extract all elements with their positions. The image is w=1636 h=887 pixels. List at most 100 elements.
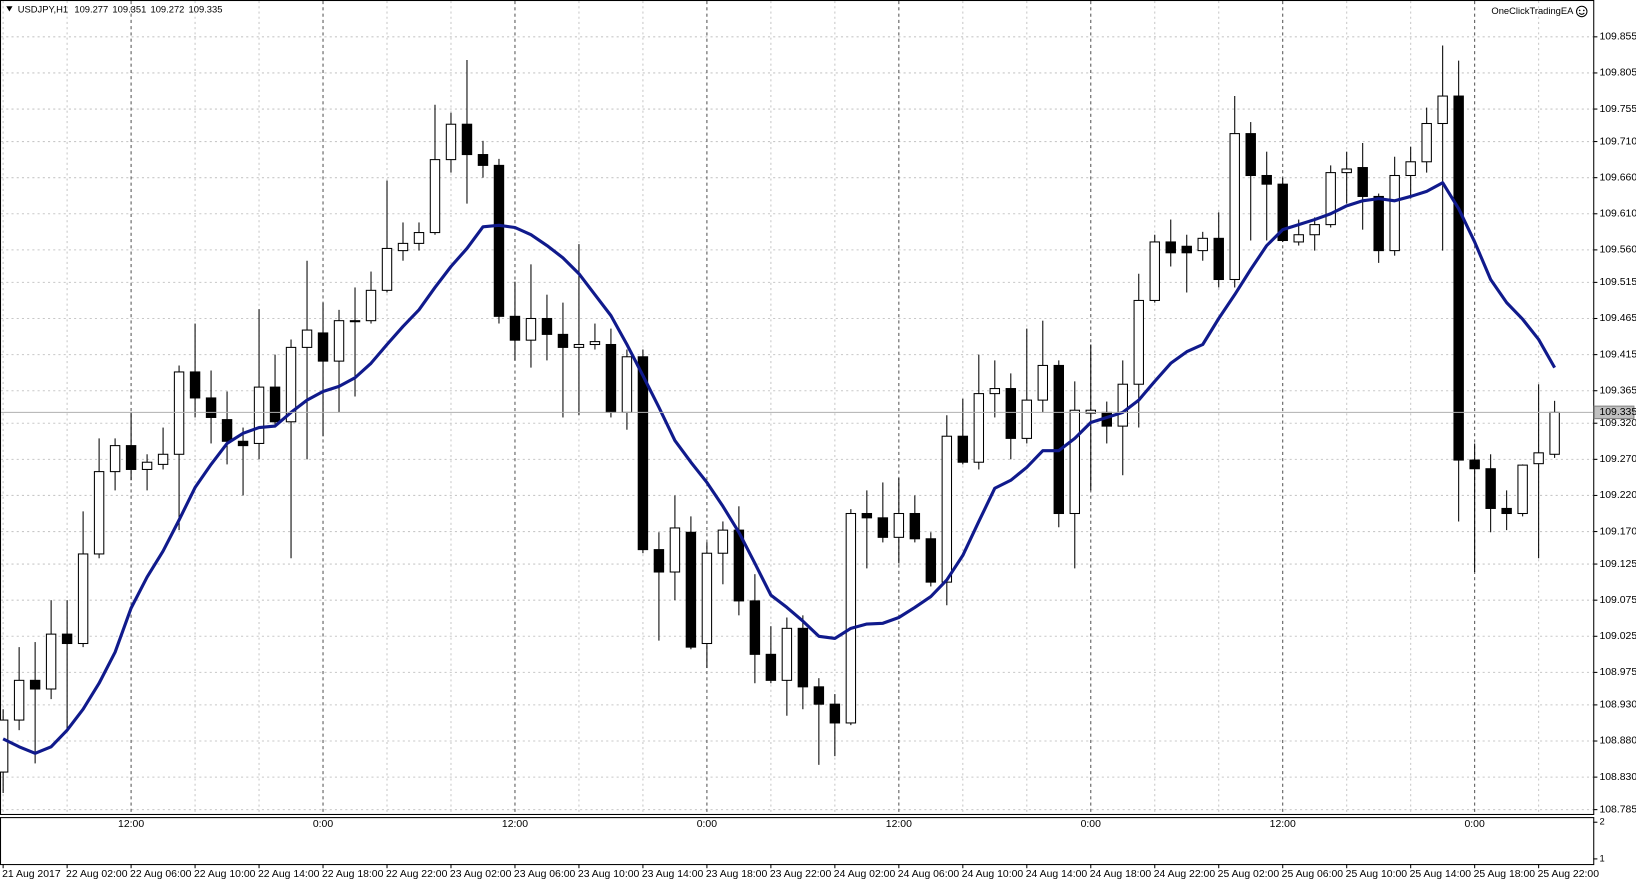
x-tick-label: 21 Aug 2017 [2, 869, 61, 880]
y-tick-label: 109.170 [1599, 526, 1636, 537]
time-label: 0:00 [697, 819, 717, 830]
symbol-title: USDJPY,H1 [18, 4, 68, 15]
candle-body [221, 419, 233, 442]
candle-body [397, 242, 409, 252]
candle-body [253, 386, 265, 444]
candle-body [781, 627, 793, 681]
candle-body [749, 600, 761, 655]
candle-body [285, 346, 297, 423]
candle-body [333, 320, 345, 362]
symbol-menu-icon[interactable] [6, 6, 13, 12]
y-tick-label: 109.320 [1599, 418, 1636, 429]
x-tick-label: 25 Aug 10:00 [1346, 869, 1408, 880]
candle-body [45, 633, 57, 690]
candle-body [269, 386, 281, 423]
candle-body [1325, 172, 1336, 226]
smiley-icon[interactable] [1576, 5, 1588, 18]
candle-body [1405, 161, 1416, 177]
x-tick-label: 23 Aug 22:00 [770, 869, 832, 880]
x-tick-label: 25 Aug 06:00 [1282, 869, 1344, 880]
candle-body [237, 440, 249, 447]
x-tick-label: 24 Aug 14:00 [1026, 869, 1088, 880]
x-tick-label: 25 Aug 18:00 [1474, 869, 1536, 880]
y-tick-label: 109.025 [1599, 631, 1636, 642]
candle-body [1341, 168, 1352, 174]
candle-body [1197, 237, 1208, 252]
candle-body [829, 703, 841, 724]
time-label: 0:00 [313, 819, 333, 830]
candle-body [1149, 241, 1160, 301]
candle-body [77, 553, 89, 645]
y-tick-label: 108.975 [1599, 667, 1636, 678]
last-price-label: 109.335 [1599, 407, 1636, 418]
time-label: 0:00 [1081, 819, 1101, 830]
time-label: 12:00 [118, 819, 144, 830]
candle-body [557, 333, 569, 348]
candle-body [1085, 409, 1096, 414]
candle-body [189, 371, 201, 399]
y-tick-label: 109.805 [1599, 68, 1636, 79]
candle-body [893, 512, 905, 538]
brand[interactable]: OneClickTradingEA [1491, 5, 1574, 16]
x-tick-label: 22 Aug 06:00 [130, 869, 192, 880]
subwindow-tick-label: 2 [1599, 816, 1604, 827]
candle-body [1261, 174, 1272, 185]
last-close: 109.335 [189, 4, 223, 15]
candle-body [957, 435, 969, 463]
candle-body [589, 341, 601, 346]
candle-body [1165, 241, 1176, 254]
y-tick-label: 109.415 [1599, 349, 1636, 360]
x-tick-label: 24 Aug 06:00 [898, 869, 960, 880]
candle-body [701, 552, 713, 645]
candle-body [173, 371, 185, 455]
candle-body [1293, 234, 1304, 243]
candle-body [973, 393, 985, 463]
candle-body [1053, 364, 1065, 515]
y-tick-label: 109.610 [1599, 209, 1636, 220]
y-tick-label: 109.515 [1599, 277, 1636, 288]
candle-body [1229, 133, 1240, 281]
x-tick-label: 25 Aug 02:00 [1218, 869, 1280, 880]
candle-body [1021, 399, 1033, 439]
time-label: 12:00 [886, 819, 912, 830]
candle-body [621, 356, 633, 413]
candle-body [13, 679, 25, 721]
candle-body [461, 123, 473, 156]
last-low: 109.272 [150, 4, 184, 15]
candle-body [1245, 133, 1256, 177]
candle-body [317, 332, 329, 362]
y-tick-label: 109.270 [1599, 454, 1636, 465]
x-tick-label: 24 Aug 22:00 [1154, 869, 1216, 880]
candle-body [525, 317, 537, 341]
x-tick-label: 24 Aug 18:00 [1090, 869, 1152, 880]
y-tick-label: 108.930 [1599, 700, 1636, 711]
candle-body [429, 159, 441, 234]
x-tick-label: 25 Aug 22:00 [1538, 869, 1600, 880]
y-tick-label: 109.365 [1599, 385, 1636, 396]
x-tick-label: 22 Aug 18:00 [322, 869, 384, 880]
candle-body [1533, 452, 1544, 465]
x-tick-label: 23 Aug 14:00 [642, 869, 704, 880]
x-tick-label: 23 Aug 02:00 [450, 869, 512, 880]
candle-body [1485, 468, 1496, 509]
candle-body [813, 686, 825, 705]
candle-body [1517, 464, 1528, 515]
candle-body [413, 232, 425, 244]
x-tick-label: 22 Aug 22:00 [386, 869, 448, 880]
y-tick-label: 108.880 [1599, 736, 1636, 747]
candle-body [93, 471, 105, 555]
header: USDJPY,H1 109.277 109.351 109.272 109.335 [18, 4, 223, 15]
candle-body [685, 531, 697, 648]
candle-body [877, 517, 889, 538]
candle-body [365, 289, 377, 322]
candle-body [605, 343, 617, 413]
candle-body [1421, 122, 1432, 163]
candle-body [653, 549, 665, 573]
candle-body [0, 719, 9, 773]
candle-body [109, 445, 121, 473]
subwindow-tick-label: 1 [1599, 852, 1604, 863]
candle-body [989, 388, 1001, 395]
smiley-face [1576, 5, 1588, 18]
